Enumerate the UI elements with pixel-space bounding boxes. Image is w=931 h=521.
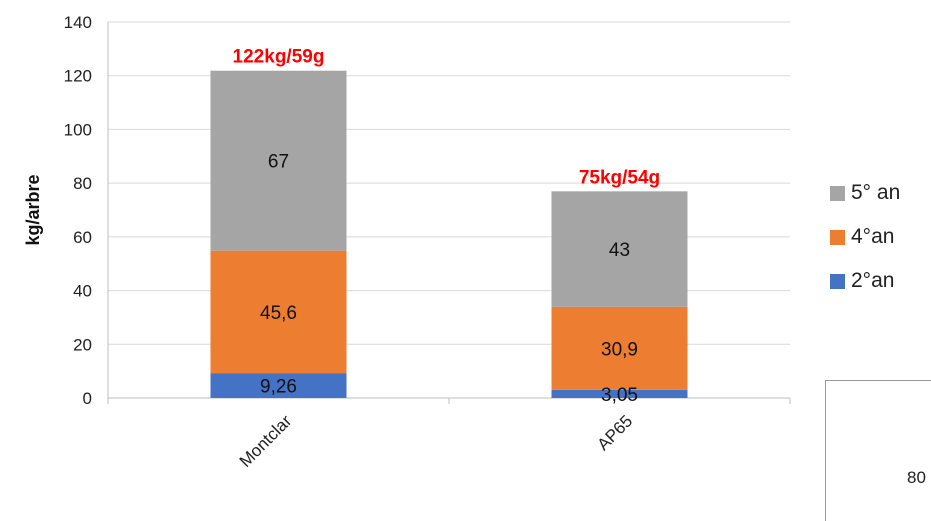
data-label: 3,05 [601, 385, 638, 406]
inset-partial-text: 80 [907, 468, 926, 487]
bars [210, 70, 688, 398]
y-axis-label: kg/arbre [23, 174, 43, 245]
legend-swatch-2an [830, 273, 845, 289]
y-tick-label: 0 [83, 389, 92, 408]
inset-chart-frame [825, 380, 931, 521]
legend-item-5an: 5° an [830, 181, 901, 204]
data-labels: 9,26 45,6 67 122kg/59g 3,05 30,9 43 75kg/54g [233, 47, 661, 406]
total-label: 75kg/54g [579, 167, 660, 188]
x-tick-label: Montclar [236, 411, 296, 471]
y-tick-label: 100 [64, 120, 92, 139]
y-tick-label: 40 [73, 282, 92, 301]
bar-segment [210, 70, 347, 251]
bar-segment [551, 191, 688, 307]
x-tick-label: AP65 [593, 411, 636, 454]
total-label: 122kg/59g [233, 47, 325, 68]
y-tick-label: 80 [73, 174, 92, 193]
y-tick-label: 120 [64, 67, 92, 86]
data-label: 45,6 [260, 303, 297, 324]
bar-segment [551, 306, 688, 390]
data-label: 9,26 [260, 377, 297, 398]
legend-label-2an: 2°an [851, 269, 895, 292]
y-tick-label: 20 [73, 335, 92, 354]
bar-segment [551, 389, 688, 398]
legend-item-2an: 2°an [830, 269, 900, 292]
legend-swatch-5an [830, 185, 845, 201]
legend-label-4an: 4°an [851, 225, 895, 248]
gridlines [108, 21, 790, 399]
data-label: 30,9 [601, 339, 638, 360]
stacked-bar-chart: 0 20 40 60 80 100 120 140 Montclar AP65 9,26 45,6 6… [23, 13, 791, 471]
bar-segment [210, 250, 347, 374]
data-label: 43 [609, 240, 630, 261]
legend-label-5an: 5° an [851, 181, 901, 204]
y-tick-label: 140 [64, 13, 92, 32]
bar-segment [210, 373, 347, 398]
legend-item-4an: 4°an [830, 225, 900, 248]
legend-swatch-4an [830, 229, 845, 245]
y-tick-label: 60 [73, 228, 92, 247]
legend: 5° an 4°an 2°an [830, 181, 901, 315]
data-label: 67 [268, 152, 289, 173]
